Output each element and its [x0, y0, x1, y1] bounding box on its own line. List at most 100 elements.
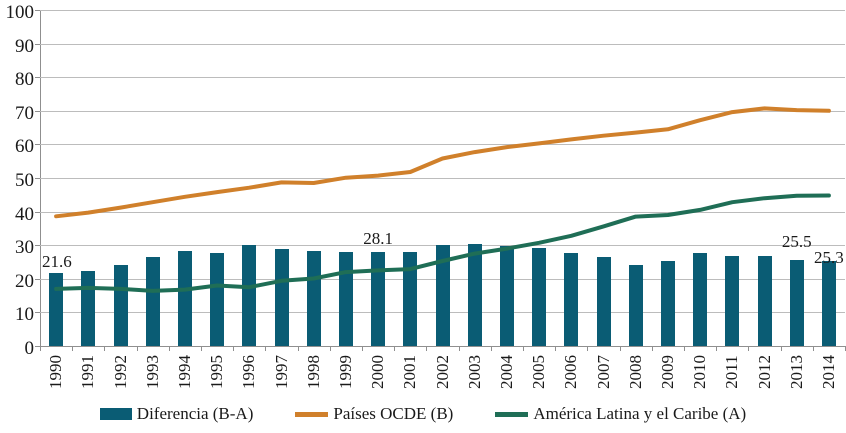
x-axis-label: 2014	[818, 355, 838, 389]
x-axis-label: 1997	[271, 355, 291, 389]
y-axis-label: 0	[24, 338, 35, 359]
data-label: 21.6	[42, 252, 72, 272]
x-axis-tick	[104, 346, 106, 351]
bar-swatch-icon	[99, 408, 132, 420]
x-axis-tick	[233, 346, 235, 351]
gridline	[40, 10, 845, 11]
y-axis-tick	[35, 346, 40, 347]
line-swatch-icon-alc	[495, 411, 529, 417]
line-swatch-icon-ocde	[295, 411, 329, 417]
x-axis-label: 1998	[303, 355, 323, 389]
data-label: 25.5	[781, 232, 812, 252]
bar	[757, 255, 772, 346]
x-axis-label: 2003	[464, 355, 484, 389]
x-axis-baseline	[40, 346, 845, 347]
bar	[499, 246, 514, 346]
gridline	[40, 110, 845, 112]
bar	[371, 251, 386, 346]
x-axis-tick	[201, 346, 202, 351]
legend-label-ocde: Países OCDE (B)	[333, 404, 454, 423]
gridline	[40, 77, 845, 79]
x-axis-label: 2013	[786, 355, 806, 389]
gridline	[40, 144, 845, 146]
x-axis-tick	[168, 346, 170, 351]
bar	[403, 252, 418, 346]
gridline	[40, 178, 845, 179]
bar	[660, 261, 675, 346]
bar	[564, 252, 579, 346]
x-axis-label: 2009	[657, 355, 677, 389]
x-axis-tick	[329, 346, 331, 351]
y-axis-tick	[35, 144, 40, 146]
y-axis-tick	[35, 245, 40, 247]
legend-label-alc: América Latina y el Caribe (A)	[533, 404, 747, 423]
x-axis-tick	[716, 346, 718, 351]
x-axis-label: 2010	[690, 355, 710, 389]
legend-item-alc: América Latina y el Caribe (A)	[495, 404, 746, 424]
bar	[177, 250, 192, 346]
x-axis-label: 1992	[110, 355, 130, 389]
x-axis-tick	[490, 346, 492, 351]
x-axis-tick	[780, 346, 782, 351]
bar	[113, 264, 128, 346]
bar	[725, 255, 740, 346]
x-axis-tick	[748, 346, 750, 351]
y-axis-label: 60	[15, 136, 34, 158]
y-axis-label: 90	[15, 35, 34, 57]
x-axis-label: 2007	[593, 355, 613, 389]
bar	[210, 252, 225, 346]
x-axis-label: 1991	[78, 355, 98, 389]
legend-label-diferencia: Diferencia (B-A)	[136, 404, 254, 423]
y-axis-label: 30	[15, 237, 34, 259]
legend-item-diferencia: Diferencia (B-A)	[99, 404, 254, 424]
x-axis-tick	[40, 346, 41, 351]
x-axis-label: 2001	[400, 355, 420, 389]
y-axis-tick	[35, 211, 40, 213]
x-axis-label: 2008	[625, 355, 645, 389]
bar	[532, 247, 547, 346]
x-axis-tick	[458, 346, 460, 351]
x-axis-label: 2004	[496, 355, 516, 389]
x-axis-tick	[72, 346, 74, 351]
x-axis-tick	[297, 346, 299, 351]
y-axis-tick	[35, 278, 40, 280]
legend-item-ocde: Países OCDE (B)	[295, 404, 453, 424]
y-axis-tick	[35, 77, 40, 79]
alc-line	[54, 193, 831, 293]
x-axis-label: 1993	[142, 355, 162, 389]
bar	[467, 244, 482, 346]
x-axis-label: 1995	[207, 355, 227, 389]
bar	[242, 244, 257, 346]
gridline	[40, 43, 845, 45]
x-axis-tick	[426, 346, 428, 351]
bar	[145, 256, 160, 346]
bar	[821, 260, 836, 346]
x-axis-label: 1990	[46, 355, 66, 389]
y-axis-label: 100	[5, 2, 35, 23]
x-axis-label: 2012	[754, 355, 774, 389]
y-axis-label: 10	[15, 304, 34, 326]
x-axis-tick	[265, 346, 267, 351]
y-axis-label: 20	[15, 270, 34, 292]
x-axis-tick	[587, 346, 589, 351]
legend: Diferencia (B-A) Países OCDE (B) América…	[0, 399, 846, 429]
bar	[306, 250, 321, 346]
x-axis-tick	[555, 346, 557, 351]
y-axis-tick	[35, 312, 40, 314]
x-axis-tick	[362, 346, 363, 351]
y-axis-tick	[35, 110, 40, 112]
bar	[338, 251, 353, 346]
x-axis-tick	[619, 346, 621, 351]
data-label: 25.3	[814, 247, 844, 267]
ocde-line	[54, 106, 831, 219]
bar	[435, 245, 450, 346]
x-axis-label: 2011	[722, 355, 742, 389]
y-axis-tick	[35, 178, 40, 179]
y-axis-tick	[35, 43, 40, 45]
gridline	[40, 211, 845, 213]
x-axis-label: 2006	[561, 355, 581, 389]
x-axis-tick	[651, 346, 653, 351]
data-label: 28.1	[363, 229, 393, 249]
x-axis-label: 1994	[174, 355, 194, 389]
